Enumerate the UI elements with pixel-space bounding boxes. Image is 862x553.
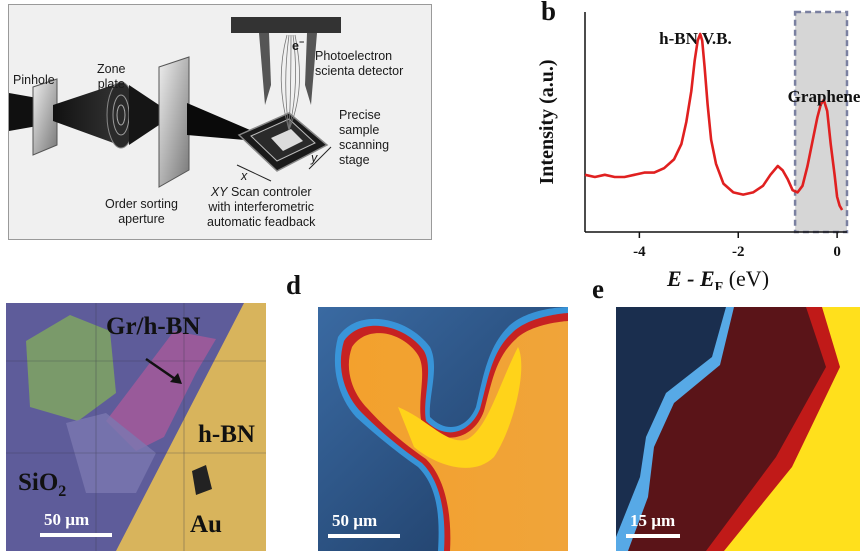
panel-c-micrograph: Gr/h-BN h-BN SiO2 Au 50 µm <box>6 303 266 551</box>
scale-bar-d <box>328 534 400 538</box>
panel-b-letter: b <box>541 0 557 26</box>
panel-d-map: 50 µm <box>318 307 568 551</box>
green-flake <box>26 315 116 421</box>
xray-beam-sample <box>187 103 257 141</box>
detector-body <box>231 17 341 33</box>
xray-beam-focus <box>129 85 174 145</box>
gr-hbn-label: Gr/h-BN <box>106 313 201 340</box>
axis-y-label: y <box>311 151 318 165</box>
spectrum-chart: -4 -2 0 h-BN V.B. Graphene π Intensity (a.u.)… <box>536 10 860 290</box>
y-axis-label: Intensity (a.u.) <box>536 59 558 184</box>
electron-trajectories <box>280 34 300 131</box>
panel-e-letter: e <box>592 274 604 304</box>
scale-bar-e <box>626 534 680 538</box>
beamline-schematic <box>9 17 341 188</box>
x-axis-label: E - EF (eV) <box>666 266 769 290</box>
axis-x-label: x <box>241 169 248 183</box>
panel-b-spectrum: b -4 -2 0 h-BN V.B. Graphene π Intensity (a.u… <box>535 0 860 290</box>
scan-controller-label: XY Scan controler with interferometric a… <box>207 185 316 229</box>
annotation-graphene-pi: Graphene π <box>788 87 860 106</box>
spatial-map-e <box>616 307 860 551</box>
electron-label: e− <box>292 37 305 54</box>
au-label: Au <box>190 511 222 538</box>
pinhole-plate <box>32 78 58 156</box>
map-e-yellow <box>724 307 860 551</box>
panel-d-letter: d <box>286 270 302 300</box>
scale-bar-c <box>40 533 112 537</box>
graphene-highlight-region <box>793 10 849 234</box>
x-tick-label: 0 <box>833 244 841 260</box>
optical-image <box>6 303 266 551</box>
pinhole-label: Pinhole <box>13 73 55 87</box>
spatial-map-d <box>318 307 568 551</box>
xray-beam-mid <box>53 83 119 145</box>
x-tick-label: -4 <box>633 244 646 260</box>
hbn-label: h-BN <box>198 421 255 448</box>
zone-plate-label: Zone plate <box>97 62 126 91</box>
stage-label: Precise sample scanning stage <box>339 108 390 167</box>
osa-plate <box>158 56 190 188</box>
sio2-label: SiO2 <box>18 469 67 500</box>
osa-label: Order sorting aperture <box>105 197 178 226</box>
scale-label-e: 15 µm <box>630 511 676 530</box>
panel-a-schematic: Pinhole Zone plate e− Photoelectron scie… <box>8 4 432 240</box>
spectrum-series-line <box>584 32 844 211</box>
map-d-yellow-band <box>398 347 522 468</box>
panel-e-map: 15 µm <box>616 307 860 551</box>
x-tick-label: -2 <box>732 244 745 260</box>
scale-label-c: 50 µm <box>44 510 90 529</box>
detector-label: Photoelectron scienta detector <box>315 49 404 78</box>
scale-label-d: 50 µm <box>332 511 378 530</box>
annotation-hbn-vb: h-BN V.B. <box>659 29 732 48</box>
au-region <box>116 303 266 551</box>
